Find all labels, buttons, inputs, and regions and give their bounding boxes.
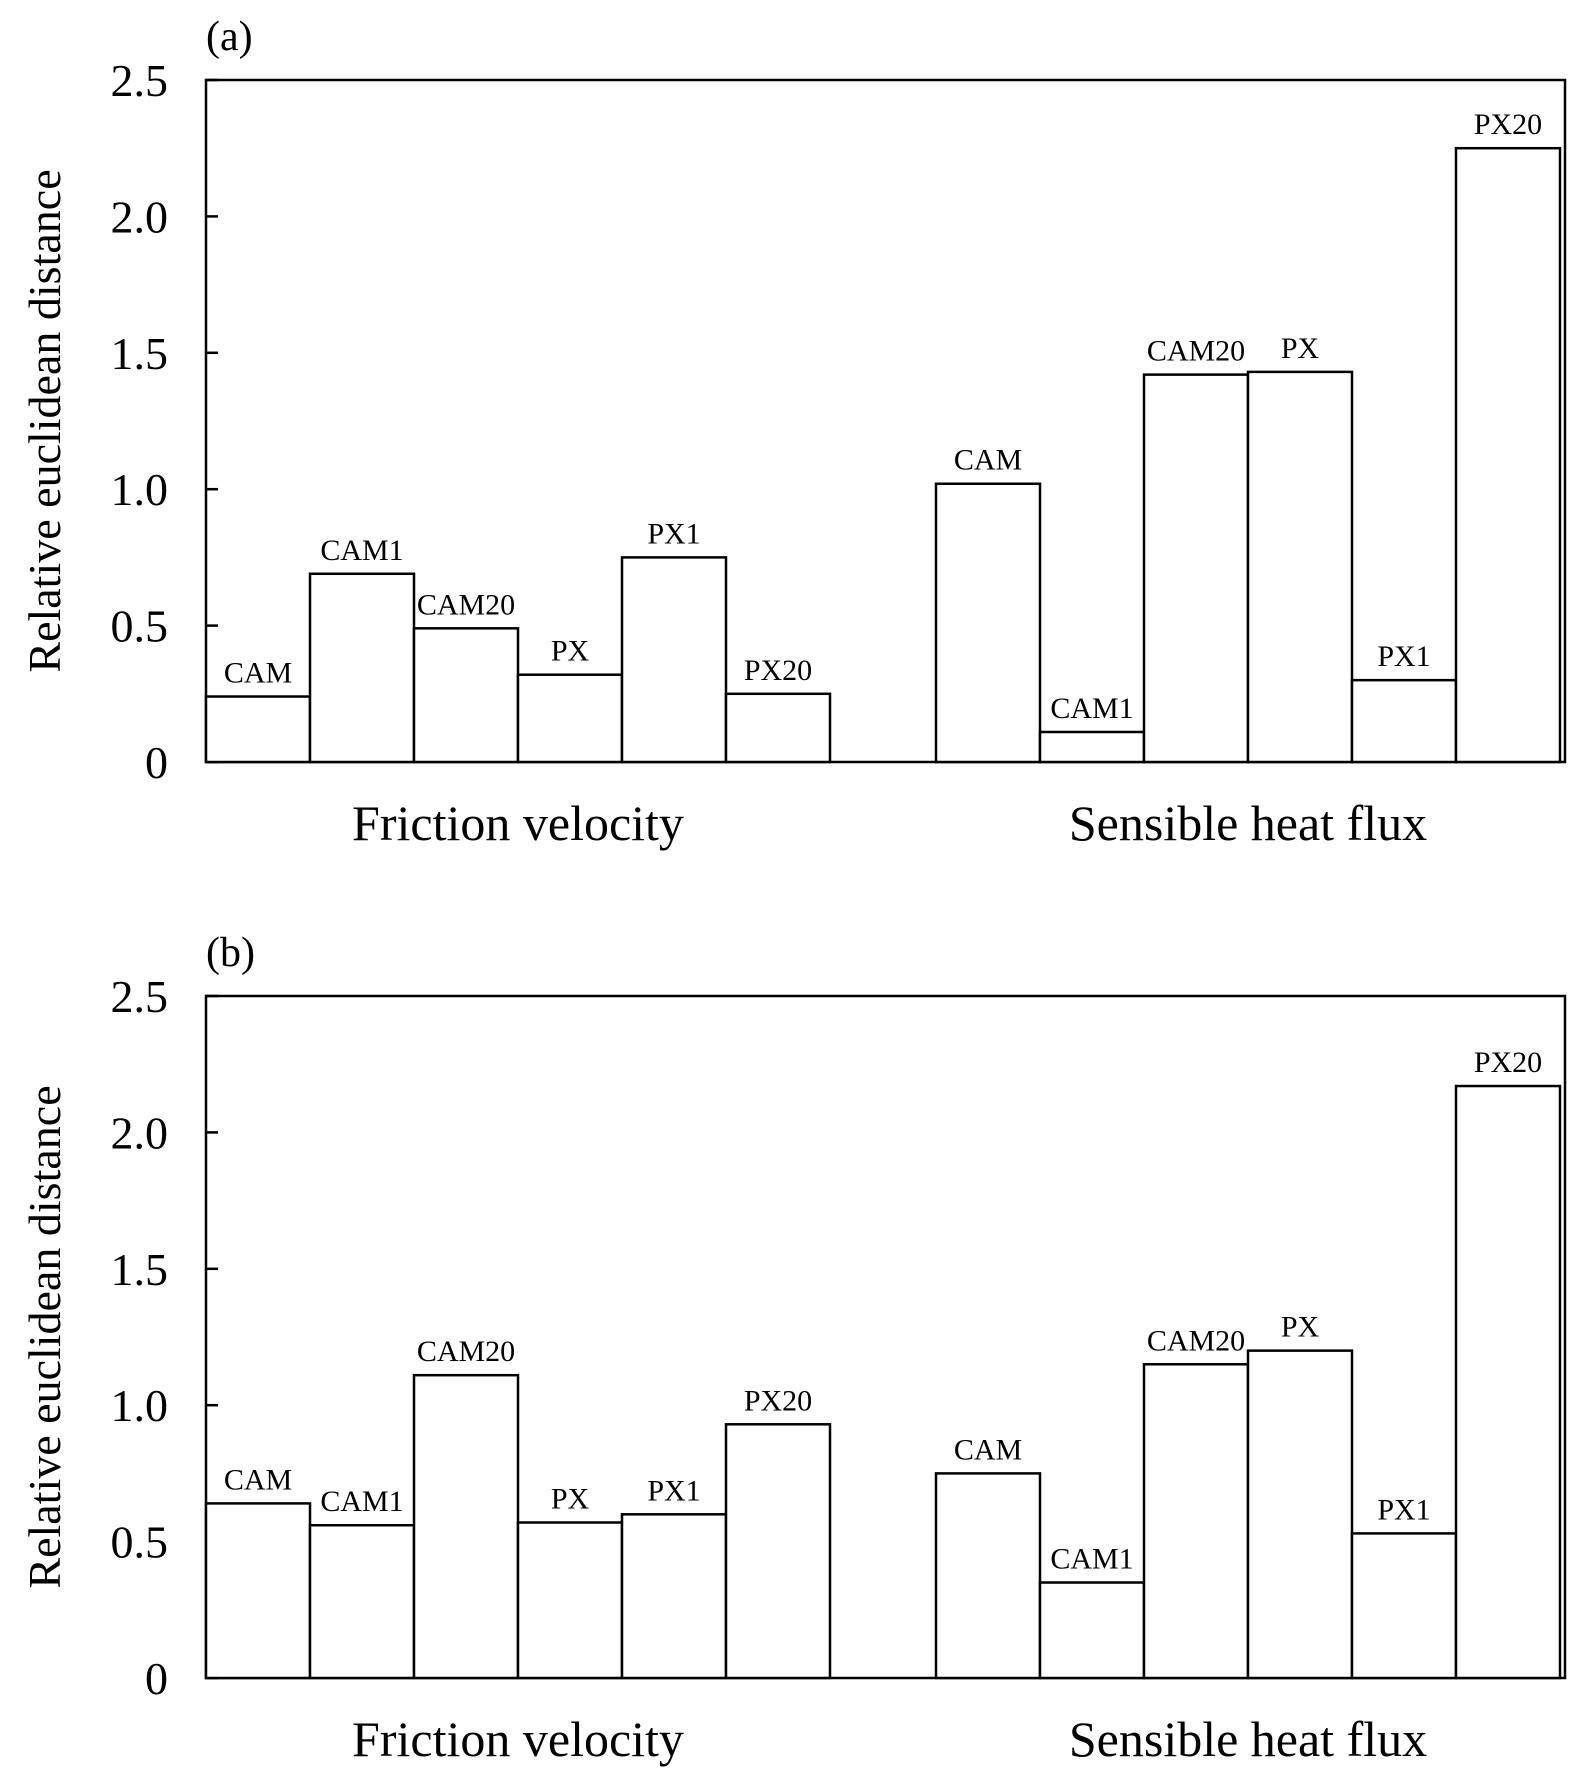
y-tick-label: 0.5 bbox=[111, 1517, 169, 1568]
bar-label: PX bbox=[551, 635, 590, 668]
bar bbox=[1246, 370, 1354, 764]
bar bbox=[412, 1373, 520, 1680]
bar bbox=[1350, 678, 1458, 764]
chart-panel-b: 0 0.5 1.0 1.5 2.0 2.5 Relative euclidean dista… bbox=[19, 930, 1567, 1767]
y-tick-label: 2.0 bbox=[111, 1107, 169, 1158]
y-tick-label: 1.0 bbox=[111, 464, 169, 515]
bar bbox=[724, 692, 832, 764]
y-tick-label: 0.5 bbox=[111, 601, 169, 652]
bar-label: CAM bbox=[954, 1433, 1022, 1466]
bar bbox=[1038, 1581, 1146, 1680]
y-tick-label: 2.5 bbox=[111, 971, 169, 1022]
bar-label: CAM20 bbox=[1147, 1324, 1245, 1357]
bar-label: CAM20 bbox=[1147, 335, 1245, 368]
y-tick-label: 0 bbox=[145, 1653, 168, 1704]
bar bbox=[204, 1502, 312, 1680]
bar bbox=[204, 695, 312, 764]
plot-frame bbox=[204, 994, 1567, 1680]
bar bbox=[1142, 373, 1250, 764]
bar-label: PX1 bbox=[1377, 1493, 1430, 1526]
bar-label: PX1 bbox=[647, 517, 700, 550]
bar bbox=[308, 1523, 416, 1680]
bar bbox=[1454, 146, 1562, 764]
y-axis-label: Relative euclidean distance bbox=[19, 169, 70, 672]
bar bbox=[934, 1472, 1042, 1680]
bar-label: CAM bbox=[224, 1463, 292, 1496]
y-tick-label: 1.0 bbox=[111, 1380, 169, 1431]
bar bbox=[1038, 730, 1146, 764]
chart-panel-a: 0 0.5 1.0 1.5 2.0 2.5 Relative euclidean dista… bbox=[19, 14, 1567, 851]
bar-label: CAM20 bbox=[417, 1335, 515, 1368]
bar-label: PX20 bbox=[1474, 1046, 1542, 1079]
bar bbox=[1350, 1532, 1458, 1680]
bar-label: PX bbox=[551, 1483, 590, 1516]
y-tick-label: 1.5 bbox=[111, 328, 169, 379]
bar-label: PX bbox=[1281, 1311, 1320, 1344]
bar-label: PX20 bbox=[744, 654, 812, 687]
bar bbox=[724, 1423, 832, 1680]
bar bbox=[1454, 1084, 1562, 1680]
bar bbox=[620, 556, 728, 764]
y-tick-label: 1.5 bbox=[111, 1244, 169, 1295]
bar-label: CAM20 bbox=[417, 588, 515, 621]
bar bbox=[1142, 1363, 1250, 1680]
bar-label: CAM bbox=[954, 444, 1022, 477]
y-tick-label: 2.0 bbox=[111, 191, 169, 242]
y-axis-label: Relative euclidean distance bbox=[19, 1085, 70, 1588]
bar bbox=[516, 1521, 624, 1680]
bar-label: PX20 bbox=[1474, 108, 1542, 141]
bar bbox=[308, 572, 416, 764]
bar-label: PX1 bbox=[647, 1474, 700, 1507]
bar-label: CAM1 bbox=[1050, 692, 1133, 725]
y-tick-label: 2.5 bbox=[111, 55, 169, 106]
group-label: Friction velocity bbox=[352, 1711, 684, 1767]
bar-label: CAM1 bbox=[1050, 1543, 1133, 1576]
bar-label: CAM1 bbox=[320, 534, 403, 567]
group-label: Friction velocity bbox=[352, 795, 684, 851]
plot-frame bbox=[204, 78, 1567, 764]
bar bbox=[620, 1513, 728, 1680]
bar-label: PX bbox=[1281, 332, 1320, 365]
bar-label: PX20 bbox=[744, 1384, 812, 1417]
bar-label: PX1 bbox=[1377, 640, 1430, 673]
group-label: Sensible heat flux bbox=[1069, 1711, 1427, 1767]
panel-label: (b) bbox=[206, 930, 255, 976]
panel-label: (a) bbox=[206, 14, 253, 60]
bar-label: CAM bbox=[224, 657, 292, 690]
bar bbox=[412, 627, 520, 764]
y-tick-label: 0 bbox=[145, 737, 168, 788]
bar bbox=[516, 673, 624, 764]
bar bbox=[1246, 1349, 1354, 1680]
bar bbox=[934, 482, 1042, 764]
bar-label: CAM1 bbox=[320, 1485, 403, 1518]
group-label: Sensible heat flux bbox=[1069, 795, 1427, 851]
